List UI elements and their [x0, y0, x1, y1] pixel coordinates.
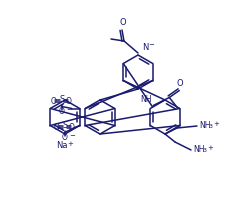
Text: O: O — [177, 79, 184, 88]
Text: −: − — [148, 42, 154, 48]
Text: +: + — [207, 145, 213, 151]
Text: O: O — [59, 107, 65, 116]
Text: +: + — [67, 140, 73, 146]
Text: NH: NH — [193, 146, 204, 155]
Text: −: − — [70, 134, 76, 140]
Text: NH: NH — [140, 94, 151, 104]
Text: 3: 3 — [209, 125, 213, 130]
Text: 3: 3 — [203, 149, 207, 154]
Text: O: O — [69, 123, 75, 132]
Text: −: − — [67, 108, 72, 114]
Text: O: O — [119, 18, 126, 27]
Text: N: N — [142, 43, 148, 52]
Text: Na: Na — [56, 141, 67, 150]
Text: S: S — [62, 120, 67, 130]
Text: S: S — [59, 94, 64, 104]
Text: O: O — [66, 97, 72, 106]
Text: O: O — [62, 133, 68, 142]
Text: NH: NH — [199, 121, 210, 130]
Text: O: O — [51, 97, 57, 106]
Text: +: + — [213, 121, 219, 127]
Text: O: O — [54, 123, 60, 132]
